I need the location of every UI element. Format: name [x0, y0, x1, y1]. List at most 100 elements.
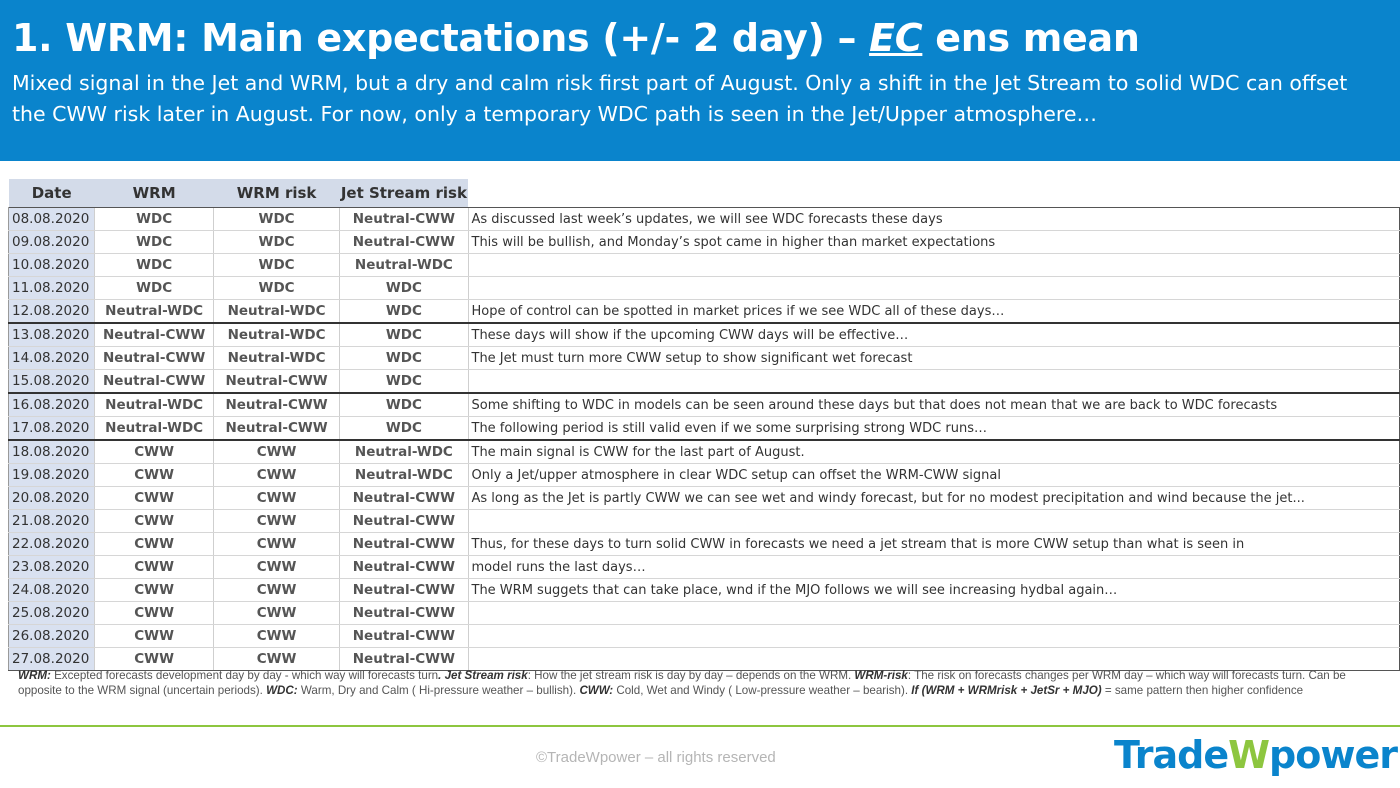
cell-jet-stream-risk: Neutral-WDC	[339, 463, 468, 487]
table-row: 25.08.2020 CWW CWW Neutral-CWW	[7, 601, 1400, 625]
table-row: 09.08.2020 WDC WDC Neutral-CWW This will be …	[7, 230, 1400, 254]
table-row: 27.08.2020 CWW CWW Neutral-CWW	[7, 647, 1400, 671]
legend-description: Excepted forecasts development day by da…	[50, 669, 439, 682]
cell-wrm: WDC	[94, 207, 214, 231]
legend-term: If (WRM + WRMrisk + JetSr + MJO)	[911, 683, 1102, 697]
cell-wrm-risk: Neutral-CWW	[212, 369, 340, 394]
cell-wrm: CWW	[94, 509, 214, 533]
table-row: 15.08.2020 Neutral-CWW Neutral-CWW WDC	[7, 369, 1400, 394]
cell-comment: The WRM suggets that can take place, wnd…	[467, 578, 1400, 602]
cell-jet-stream-risk: Neutral-CWW	[339, 647, 468, 671]
header-banner: 1. WRM: Main expectations (+/- 2 day) – …	[0, 0, 1400, 161]
cell-jet-stream-risk: WDC	[339, 299, 468, 324]
cell-wrm-risk: WDC	[212, 253, 340, 277]
cell-wrm: Neutral-WDC	[94, 416, 214, 441]
footer-divider	[0, 725, 1400, 727]
page-title: 1. WRM: Main expectations (+/- 2 day) – …	[12, 14, 1140, 62]
table-row: 12.08.2020 Neutral-WDC Neutral-WDC WDC Hope …	[7, 299, 1400, 324]
cell-wrm: CWW	[94, 439, 214, 464]
cell-date: 14.08.2020	[7, 346, 95, 370]
legend-term: WRM:	[18, 669, 51, 682]
cell-comment: As long as the Jet is partly CWW we can …	[467, 486, 1400, 510]
cell-wrm: CWW	[94, 647, 214, 671]
cell-wrm: Neutral-CWW	[94, 369, 214, 394]
cell-jet-stream-risk: Neutral-WDC	[339, 253, 468, 277]
cell-comment	[467, 253, 1400, 277]
table-row: 24.08.2020 CWW CWW Neutral-CWW The WRM sugge…	[7, 578, 1400, 602]
cell-comment	[467, 647, 1400, 671]
cell-wrm-risk: WDC	[212, 230, 340, 254]
cell-wrm-risk: Neutral-WDC	[212, 322, 340, 347]
cell-comment	[467, 369, 1400, 394]
cell-wrm: Neutral-CWW	[94, 346, 214, 370]
table-row: 18.08.2020 CWW CWW Neutral-WDC The main sign…	[7, 439, 1400, 464]
column-header-wrm-risk: WRM risk	[213, 179, 340, 208]
cell-comment: The main signal is CWW for the last part…	[467, 439, 1400, 464]
table-row: 20.08.2020 CWW CWW Neutral-CWW As long as th…	[7, 486, 1400, 510]
table-row: 21.08.2020 CWW CWW Neutral-CWW	[7, 509, 1400, 533]
cell-date: 15.08.2020	[7, 369, 95, 394]
cell-date: 16.08.2020	[7, 392, 95, 417]
cell-wrm: WDC	[94, 276, 214, 300]
title-ec: EC	[869, 16, 923, 60]
cell-wrm-risk: Neutral-WDC	[212, 299, 340, 324]
legend-description: Warm, Dry and Calm ( Hi-pressure weather…	[297, 683, 580, 697]
table-row: 26.08.2020 CWW CWW Neutral-CWW	[7, 624, 1400, 648]
title-suffix: ens mean	[922, 16, 1140, 60]
cell-wrm: CWW	[94, 532, 214, 556]
cell-wrm-risk: CWW	[212, 486, 340, 510]
cell-date: 25.08.2020	[7, 601, 95, 625]
cell-jet-stream-risk: Neutral-WDC	[339, 439, 468, 464]
cell-comment: model runs the last days…	[467, 555, 1400, 579]
column-header-date: Date	[8, 179, 95, 208]
logo-trade: Trade	[1114, 733, 1229, 777]
table-row: 19.08.2020 CWW CWW Neutral-WDC Only a Jet/up…	[7, 463, 1400, 487]
cell-jet-stream-risk: WDC	[339, 346, 468, 370]
table-row: 16.08.2020 Neutral-WDC Neutral-CWW WDC Some …	[7, 392, 1400, 417]
cell-wrm-risk: CWW	[212, 463, 340, 487]
table-row: 22.08.2020 CWW CWW Neutral-CWW Thus, for the…	[7, 532, 1400, 556]
cell-jet-stream-risk: WDC	[339, 276, 468, 300]
cell-date: 20.08.2020	[7, 486, 95, 510]
cell-wrm-risk: Neutral-WDC	[212, 346, 340, 370]
logo-w-icon: W	[1228, 733, 1270, 777]
cell-date: 17.08.2020	[7, 416, 95, 441]
cell-comment	[467, 276, 1400, 300]
table-body: 08.08.2020 WDC WDC Neutral-CWW As discussed …	[7, 207, 1400, 671]
cell-jet-stream-risk: WDC	[339, 369, 468, 394]
cell-date: 26.08.2020	[7, 624, 95, 648]
cell-date: 22.08.2020	[7, 532, 95, 556]
legend-description: : The risk on forecasts changes per WRM …	[18, 669, 1346, 697]
cell-jet-stream-risk: Neutral-CWW	[339, 230, 468, 254]
cell-date: 19.08.2020	[7, 463, 95, 487]
cell-wrm-risk: CWW	[212, 439, 340, 464]
table-row: 10.08.2020 WDC WDC Neutral-WDC	[7, 253, 1400, 277]
cell-comment: Some shifting to WDC in models can be se…	[467, 392, 1400, 417]
legend-term: . Jet Stream risk	[438, 669, 528, 682]
legend-description: = same pattern then higher confidence	[1101, 683, 1304, 697]
cell-wrm-risk: CWW	[212, 647, 340, 671]
cell-jet-stream-risk: Neutral-CWW	[339, 532, 468, 556]
cell-date: 10.08.2020	[7, 253, 95, 277]
table-header-row: Date WRM WRM risk Jet Stream risk	[8, 179, 1400, 208]
title-prefix: 1. WRM: Main expectations (+/- 2 day) –	[12, 16, 870, 60]
legend-term: WRM-risk	[854, 669, 908, 682]
logo-power: power	[1269, 733, 1398, 777]
cell-wrm-risk: CWW	[212, 532, 340, 556]
legend-term: WDC:	[266, 683, 298, 697]
table-row: 14.08.2020 Neutral-CWW Neutral-WDC WDC The J…	[7, 346, 1400, 370]
cell-date: 11.08.2020	[7, 276, 95, 300]
cell-wrm: CWW	[94, 555, 214, 579]
table-row: 17.08.2020 Neutral-WDC Neutral-CWW WDC The f…	[7, 416, 1400, 441]
legend-description: : How the jet stream risk is day by day …	[527, 669, 855, 682]
cell-wrm-risk: Neutral-CWW	[212, 392, 340, 417]
expectations-table: Date WRM WRM risk Jet Stream risk 08.08.…	[7, 179, 1400, 671]
cell-date: 13.08.2020	[7, 322, 95, 347]
cell-comment	[467, 624, 1400, 648]
page-subtitle: Mixed signal in the Jet and WRM, but a d…	[12, 71, 1348, 126]
cell-date: 08.08.2020	[7, 207, 95, 231]
cell-jet-stream-risk: WDC	[339, 416, 468, 441]
cell-date: 18.08.2020	[7, 439, 95, 464]
column-header-comment	[468, 179, 1400, 208]
cell-comment: As discussed last week’s updates, we wil…	[467, 207, 1400, 231]
